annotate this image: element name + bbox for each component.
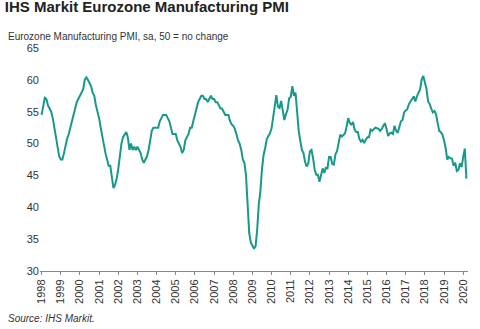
svg-text:2017: 2017 <box>399 279 411 303</box>
svg-text:2002: 2002 <box>112 279 124 303</box>
svg-text:1998: 1998 <box>35 279 47 303</box>
svg-text:1999: 1999 <box>54 279 66 303</box>
svg-text:2003: 2003 <box>131 279 143 303</box>
svg-text:2016: 2016 <box>380 279 392 303</box>
svg-text:30: 30 <box>27 265 39 277</box>
svg-text:2013: 2013 <box>323 279 335 303</box>
svg-text:2000: 2000 <box>74 279 86 303</box>
svg-text:50: 50 <box>27 137 39 149</box>
svg-text:2015: 2015 <box>361 279 373 303</box>
svg-text:55: 55 <box>27 106 39 118</box>
svg-text:40: 40 <box>27 201 39 213</box>
svg-text:2004: 2004 <box>150 279 162 303</box>
svg-text:2011: 2011 <box>284 279 296 303</box>
svg-text:Eurozone Manufacturing PMI, sa: Eurozone Manufacturing PMI, sa, 50 = no … <box>8 31 229 42</box>
svg-text:2019: 2019 <box>438 279 450 303</box>
svg-text:2012: 2012 <box>303 279 315 303</box>
svg-text:65: 65 <box>27 42 39 54</box>
svg-text:2010: 2010 <box>265 279 277 303</box>
svg-text:2008: 2008 <box>227 279 239 303</box>
svg-text:2007: 2007 <box>208 279 220 303</box>
svg-text:45: 45 <box>27 169 39 181</box>
svg-text:Source: IHS Markit.: Source: IHS Markit. <box>8 313 95 324</box>
svg-text:2020: 2020 <box>457 279 469 303</box>
svg-text:2005: 2005 <box>169 279 181 303</box>
svg-text:2006: 2006 <box>188 279 200 303</box>
svg-text:2014: 2014 <box>342 279 354 303</box>
svg-text:60: 60 <box>27 74 39 86</box>
svg-text:35: 35 <box>27 233 39 245</box>
svg-text:IHS Markit Eurozone Manufactur: IHS Markit Eurozone Manufacturing PMI <box>5 0 289 15</box>
svg-text:2001: 2001 <box>93 279 105 303</box>
svg-text:2009: 2009 <box>246 279 258 303</box>
svg-text:2018: 2018 <box>418 279 430 303</box>
